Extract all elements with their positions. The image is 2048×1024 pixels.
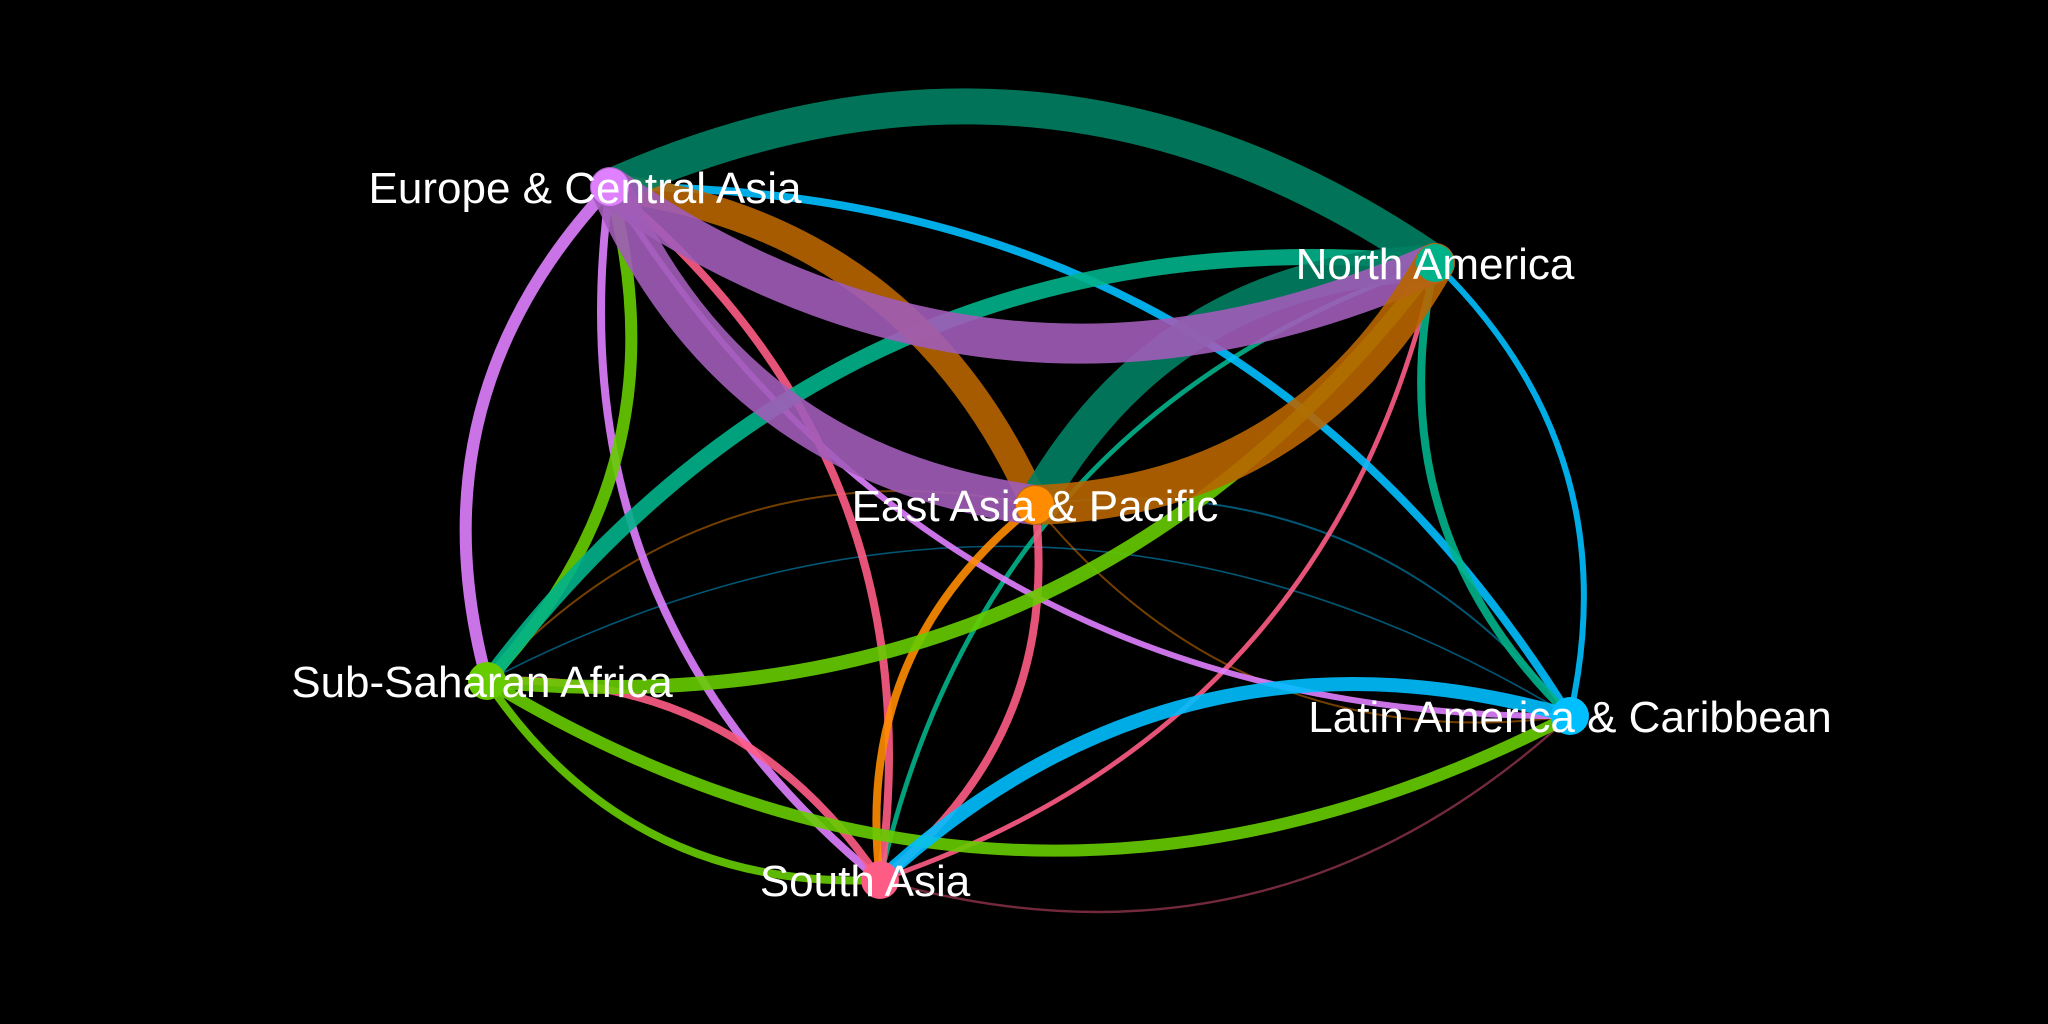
region-node-ssa[interactable] <box>468 662 506 700</box>
region-label-eca: Europe & Central Asia <box>369 164 802 213</box>
flow-link-ssa-to-lac <box>481 675 1576 857</box>
flow-link-eca-to-eap <box>590 167 1055 525</box>
region-label-lac: Latin America & Caribbean <box>1308 693 1831 742</box>
region-node-na[interactable] <box>1416 244 1454 282</box>
region-label-na: North America <box>1296 240 1575 289</box>
region-node-lac[interactable] <box>1551 697 1589 735</box>
region-node-eca[interactable] <box>591 168 629 206</box>
flow-link-na-to-eca <box>592 88 1453 281</box>
region-label-eap: East Asia & Pacific <box>852 482 1219 531</box>
flow-link-lac-to-na <box>1432 260 1587 719</box>
flow-link-sa-to-na <box>877 260 1438 883</box>
flow-link-eca-to-sa <box>597 183 884 884</box>
flow-link-sa-to-lac <box>878 714 1572 914</box>
region-label-ssa: Sub-Saharan Africa <box>291 658 673 707</box>
region-labels: Europe & Central Asia North America East A… <box>291 164 1831 906</box>
flow-link-lac-to-sa <box>873 677 1577 887</box>
region-node-sa[interactable] <box>861 861 899 899</box>
flow-link-eca-to-ssa <box>459 181 616 687</box>
region-nodes <box>468 168 1589 899</box>
flow-link-eap-to-sa <box>872 501 1039 884</box>
flow-link-sa-to-eca <box>606 183 893 884</box>
flow-link-lac-to-ssa <box>486 545 1571 717</box>
region-node-eap[interactable] <box>1016 486 1054 524</box>
flow-link-na-to-lac <box>1417 259 1574 720</box>
flow-link-eap-to-na <box>1015 243 1455 525</box>
flow-links <box>459 88 1587 914</box>
flow-link-eap-to-eca <box>596 173 1049 519</box>
flow-link-ssa-to-sa <box>483 677 884 885</box>
flow-link-eca-to-na <box>590 167 1455 364</box>
region-label-sa: South Asia <box>760 857 971 906</box>
